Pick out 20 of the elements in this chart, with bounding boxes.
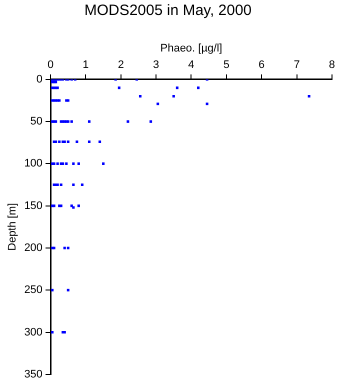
y-tick-label: 100 [24,158,43,170]
x-tick-label: 6 [258,58,265,71]
y-tick-label: 50 [30,116,43,128]
y-tick-label: 200 [24,242,43,254]
y-tick-label: 0 [36,73,43,86]
x-tick-label: 3 [153,58,160,71]
x-tick-label: 0 [47,58,54,71]
y-tick-label: 150 [24,200,43,212]
y-axis-title: Depth [m] [6,203,19,251]
y-tick-label: 350 [24,368,43,380]
x-axis-title: Phaeo. [µg/l] [160,42,222,55]
x-tick-label: 1 [82,58,89,71]
y-tick-label: 250 [24,284,43,296]
x-tick-label: 8 [328,58,336,71]
x-tick-label: 7 [294,58,300,71]
chart-title: MODS2005 in May, 2000 [84,2,252,20]
x-tick-label: 5 [223,58,230,71]
y-tick-label: 300 [24,326,43,338]
x-tick-label: 4 [188,58,194,71]
x-tick-label: 2 [118,58,124,71]
